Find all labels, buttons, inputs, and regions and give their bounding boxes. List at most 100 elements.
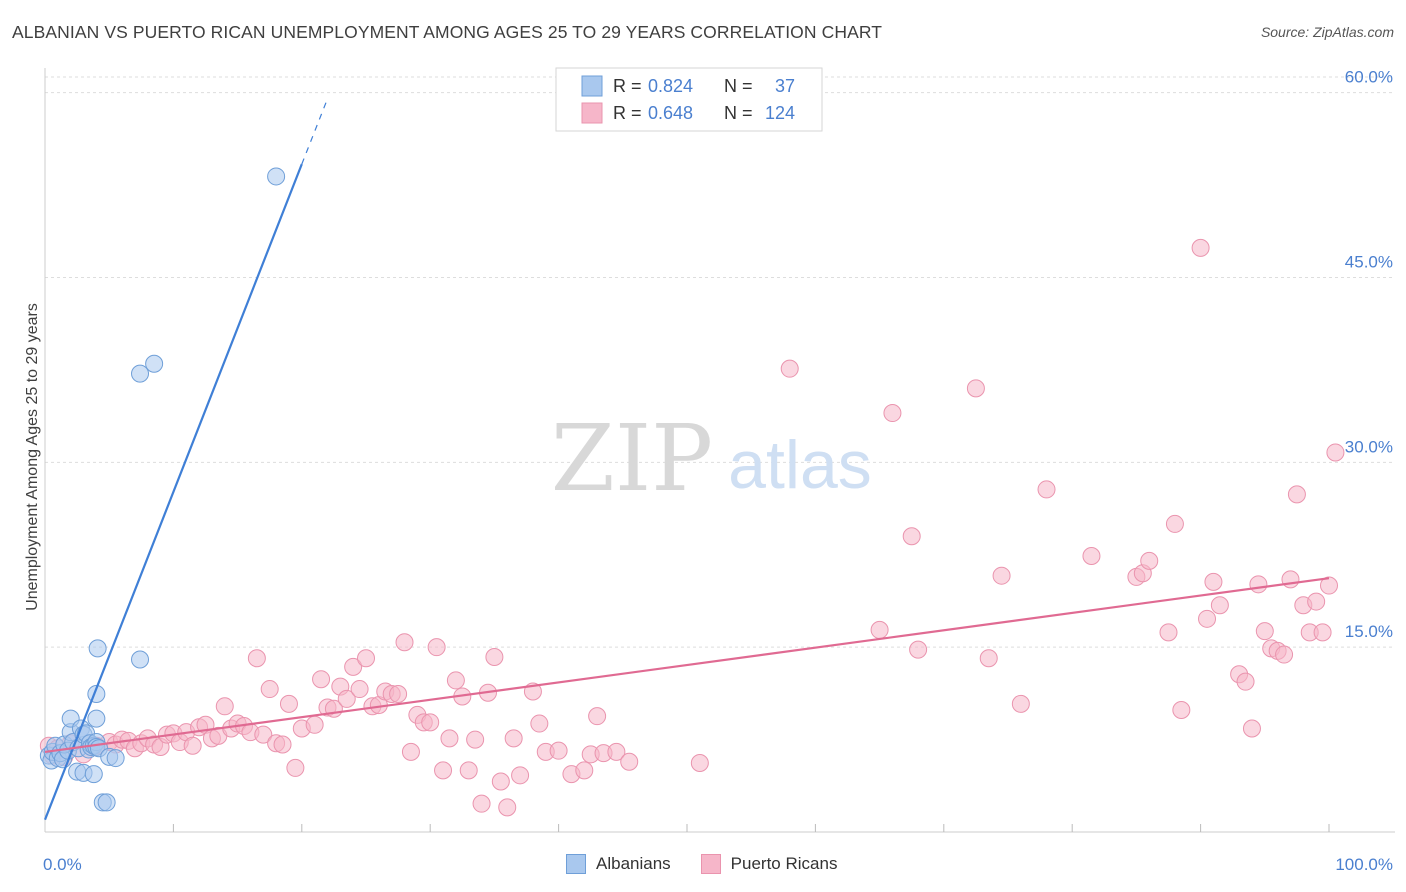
puerto-ricans-point (690, 753, 709, 772)
y-axis-label: Unemployment Among Ages 25 to 29 years (24, 303, 41, 611)
puerto-ricans-point (979, 649, 998, 668)
legend-bottom: Albanians Puerto Ricans (566, 852, 867, 876)
y-tick-label: 60.0% (1345, 68, 1393, 87)
puerto-ricans-point (1255, 622, 1274, 641)
albanians-trend-extension (301, 98, 329, 165)
puerto-ricans-point (279, 694, 298, 713)
puerto-ricans-point (337, 689, 356, 708)
albanians-point (267, 167, 286, 186)
puerto-ricans-point (1236, 672, 1255, 691)
puerto-ricans-point (966, 379, 985, 398)
puerto-ricans-point (1210, 596, 1229, 615)
albanians-point (131, 364, 150, 383)
puerto-ricans-point (485, 648, 504, 667)
puerto-ricans-point (215, 697, 234, 716)
albanians-point (88, 639, 107, 658)
albanians-points (39, 167, 286, 812)
puerto-ricans-point (504, 729, 523, 748)
puerto-ricans-point (902, 527, 921, 546)
albanians-point (97, 793, 116, 812)
x-tick-label: 0.0% (43, 855, 82, 874)
puerto-ricans-point (395, 633, 414, 652)
watermark-zip: ZIP (551, 405, 713, 512)
puerto-ricans-point (620, 752, 639, 771)
puerto-ricans-point (1275, 645, 1294, 664)
puerto-ricans-point (472, 794, 491, 813)
puerto-ricans-point (427, 638, 446, 657)
legend-swatch-puerto-ricans (700, 854, 721, 874)
legend-top: R = 0.824 N = 37 R = 0.648 N = 124 (555, 67, 823, 132)
puerto-ricans-point (357, 649, 375, 668)
watermark: ZIP atlas (551, 405, 872, 512)
puerto-ricans-point (1281, 570, 1300, 589)
puerto-ricans-point (1082, 546, 1101, 565)
tick-labels: 15.0% 30.0% 45.0% 60.0% 0.0% 100.0% (43, 68, 1393, 874)
puerto-ricans-point (1159, 623, 1178, 642)
x-tick-label: 100.0% (1335, 855, 1393, 874)
puerto-ricans-point (440, 729, 459, 748)
puerto-ricans-point (183, 736, 202, 755)
puerto-ricans-point (909, 640, 928, 659)
puerto-ricans-point (1320, 576, 1338, 595)
puerto-ricans-point (389, 684, 408, 703)
puerto-ricans-point (260, 680, 279, 699)
puerto-ricans-point (350, 680, 369, 699)
albanians-point (145, 354, 164, 373)
puerto-ricans-point (1165, 514, 1184, 533)
axes (44, 68, 1395, 833)
albanians-point (87, 709, 106, 728)
puerto-ricans-point (1307, 592, 1326, 611)
y-tick-label: 15.0% (1345, 622, 1393, 641)
puerto-ricans-point (1249, 575, 1268, 594)
legend-r-label: R = (613, 76, 642, 96)
legend-swatch-albanians (566, 854, 586, 874)
puerto-ricans-point (434, 761, 453, 780)
puerto-ricans-point (1172, 701, 1191, 720)
legend-item-albanians: Albanians (566, 854, 671, 874)
watermark-atlas: atlas (728, 427, 872, 503)
puerto-ricans-point (588, 707, 607, 726)
puerto-ricans-point (1313, 623, 1332, 642)
puerto-ricans-points (39, 238, 1345, 817)
puerto-ricans-point (401, 742, 420, 761)
albanians-point (131, 650, 150, 669)
y-tick-label: 45.0% (1345, 252, 1393, 271)
puerto-ricans-point (446, 671, 465, 690)
puerto-ricans-point (1287, 485, 1306, 504)
puerto-ricans-point (1198, 609, 1217, 628)
puerto-ricans-point (312, 670, 331, 689)
puerto-ricans-point (530, 714, 549, 733)
gridlines (45, 76, 1395, 648)
puerto-ricans-point (1140, 551, 1159, 570)
puerto-ricans-trend-line (44, 577, 1330, 753)
legend-r-value: 0.824 (648, 76, 693, 96)
puerto-ricans-point (780, 359, 799, 378)
puerto-ricans-point (421, 713, 440, 732)
legend-n-value: 37 (775, 76, 795, 96)
puerto-ricans-point (466, 730, 485, 749)
legend-swatch-puerto-ricans (581, 102, 603, 124)
puerto-ricans-point (1011, 694, 1030, 713)
legend-label-puerto-ricans: Puerto Ricans (730, 854, 838, 873)
puerto-ricans-point (1037, 480, 1056, 499)
chart-title: ALBANIAN VS PUERTO RICAN UNEMPLOYMENT AM… (12, 22, 883, 42)
puerto-ricans-point (247, 649, 266, 668)
puerto-ricans-point (491, 772, 510, 791)
puerto-ricans-point (1191, 238, 1210, 257)
puerto-ricans-point (273, 735, 292, 754)
puerto-ricans-point (1242, 719, 1261, 738)
puerto-ricans-point (286, 758, 305, 777)
y-tick-label: 30.0% (1345, 437, 1393, 456)
albanians-trend-line (43, 163, 303, 821)
puerto-ricans-point (992, 566, 1011, 585)
puerto-ricans-point (883, 404, 902, 423)
puerto-ricans-point (575, 761, 594, 780)
legend-n-label: N = (724, 103, 753, 123)
puerto-ricans-point (870, 620, 889, 639)
puerto-ricans-point (1204, 572, 1223, 591)
albanians-point (106, 749, 125, 768)
trend-lines (43, 98, 1330, 821)
puerto-ricans-point (549, 741, 568, 760)
legend-r-label: R = (613, 103, 642, 123)
